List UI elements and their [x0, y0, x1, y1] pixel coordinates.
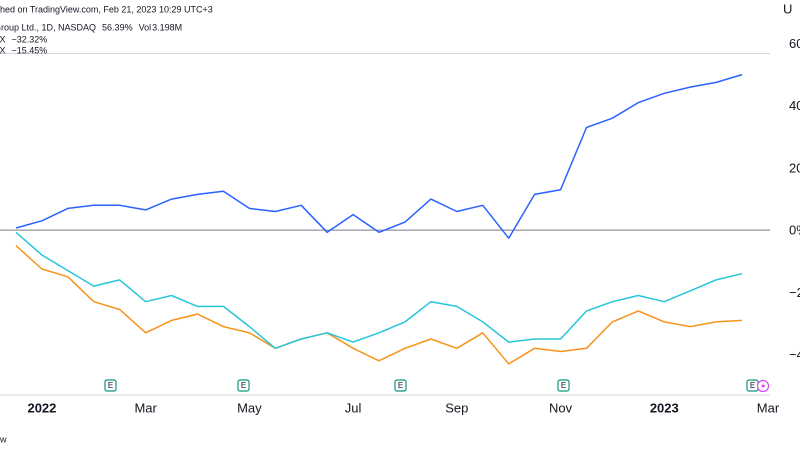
earnings-marker: E: [104, 379, 117, 392]
earnings-marker: E: [394, 379, 407, 392]
legend-value: 56.39%: [102, 22, 133, 32]
x-tick-label: Mar: [134, 400, 157, 415]
x-tick-label: May: [237, 400, 262, 415]
header: hed on TradingView.com, Feb 21, 2023 10:…: [0, 4, 213, 14]
earnings-label: E: [561, 381, 566, 390]
x-tick-label: 2022: [27, 400, 56, 415]
legend-name: ZX: [0, 45, 6, 55]
legend-name: Group Ltd., 1D, NASDAQ: [0, 22, 96, 32]
legend-volume-label: Vol: [139, 22, 152, 32]
y-tick-label: 40%: [789, 98, 800, 113]
earnings-icon: [394, 379, 407, 392]
legend-name: ZX: [0, 34, 6, 44]
legend-value: −32.32%: [12, 34, 48, 44]
earnings-icon: [557, 379, 570, 392]
y-tick-label: −20%: [789, 285, 800, 300]
earnings-icon: [104, 379, 117, 392]
footer: w: [0, 434, 7, 444]
series-line: [15, 245, 743, 365]
earnings-label: E: [241, 381, 246, 390]
x-tick-label: 2023: [650, 400, 679, 415]
earnings-label: E: [108, 381, 113, 390]
x-tick-label: Mar: [757, 400, 780, 415]
earnings-label: E: [750, 381, 755, 390]
x-tick-label: Nov: [549, 400, 573, 415]
x-tick-label: Sep: [445, 400, 468, 415]
legend-value: −15.45%: [12, 45, 48, 55]
series-line: [15, 231, 743, 350]
legend-volume: 3.198M: [152, 22, 182, 32]
axis-unit: U: [783, 1, 792, 16]
dividend-bolt: [761, 382, 766, 390]
earnings-label: E: [398, 381, 403, 390]
earnings-marker: E: [237, 379, 250, 392]
x-tick-label: Jul: [345, 400, 362, 415]
earnings-marker: E: [557, 379, 570, 392]
earnings-marker: E: [746, 379, 759, 392]
y-tick-label: 60%: [789, 36, 800, 51]
y-tick-label: −40%: [789, 347, 800, 362]
series-line: [15, 73, 743, 239]
y-tick-label: 0%: [789, 223, 800, 238]
earnings-icon: [237, 379, 250, 392]
y-tick-label: 20%: [789, 160, 800, 175]
